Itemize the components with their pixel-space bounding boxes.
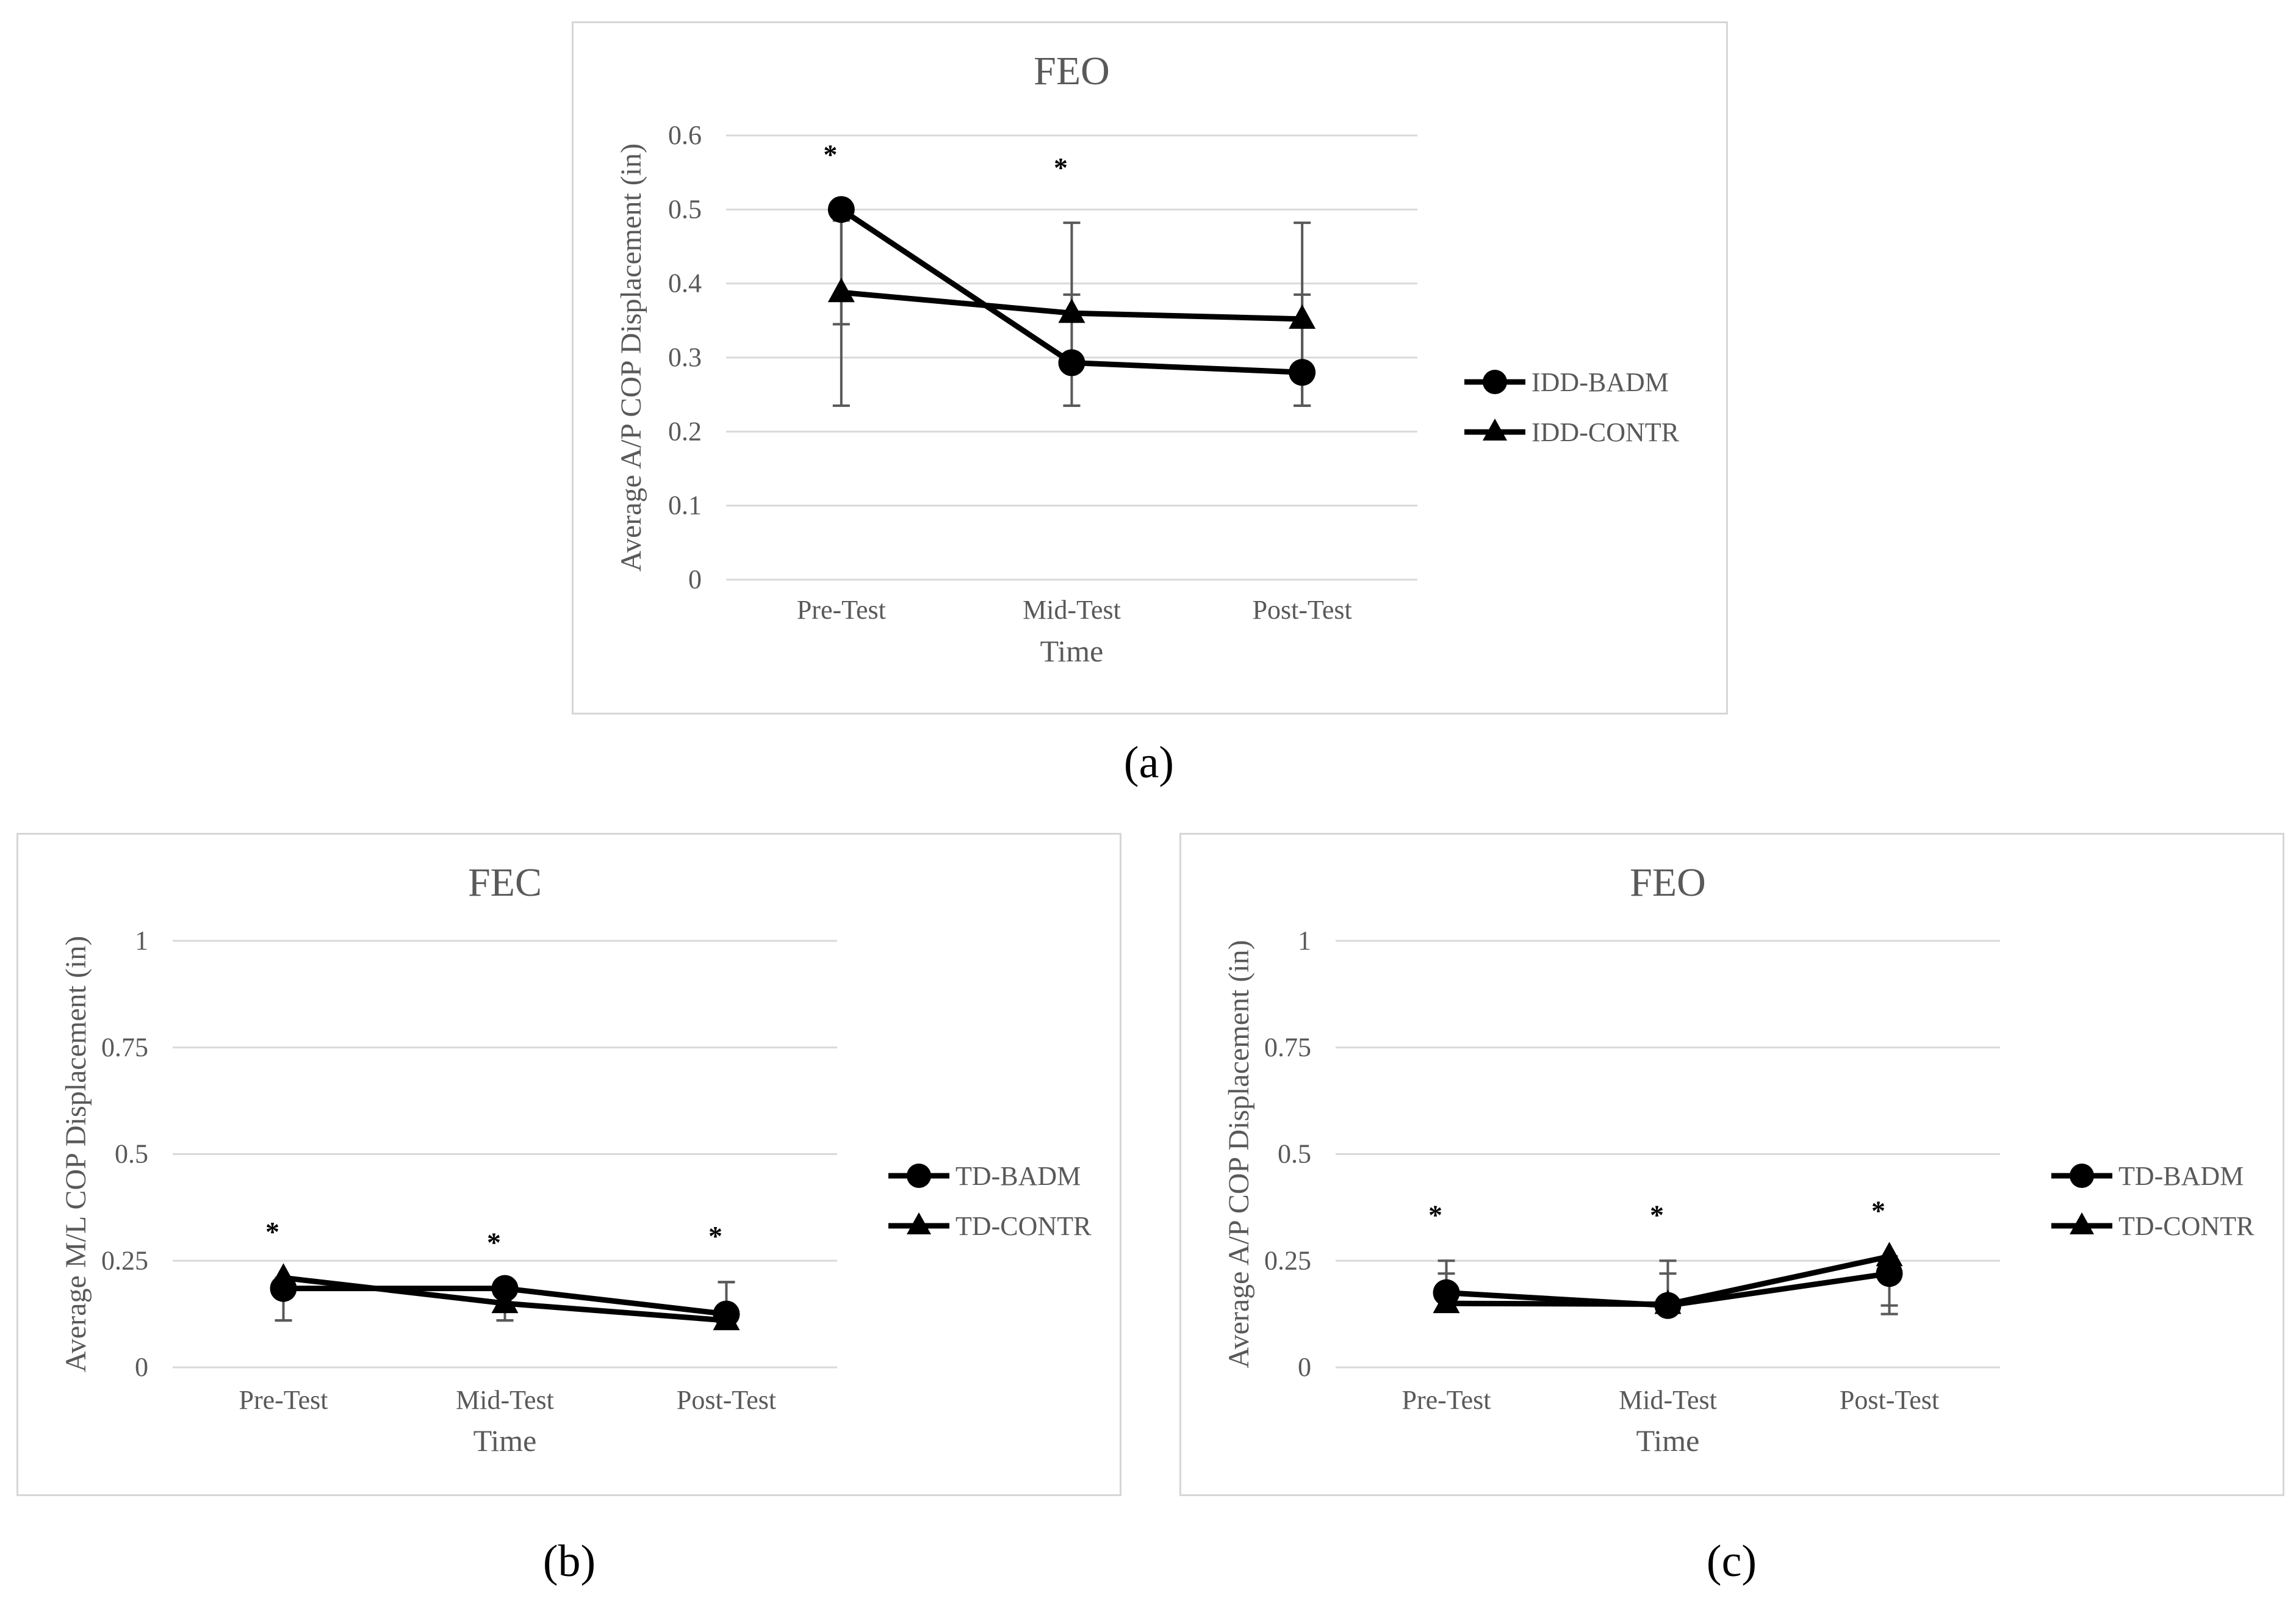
x-tick-label: Post-Test bbox=[1840, 1385, 1939, 1415]
significance-marker: * bbox=[1428, 1199, 1442, 1230]
y-tick-label: 0.75 bbox=[1264, 1032, 1311, 1062]
y-tick-label: 0 bbox=[135, 1352, 148, 1382]
y-tick-label: 0.3 bbox=[668, 342, 702, 372]
chart-panel-c: FEO 0 0.25 0.5 0.75 1 Pre-Test Mid-Test Post-Tes… bbox=[1179, 833, 2284, 1496]
data-point-triangle bbox=[713, 1306, 740, 1331]
y-tick-label: 1 bbox=[135, 926, 148, 956]
y-tick-label: 0.6 bbox=[668, 120, 702, 150]
y-tick-label: 1 bbox=[1298, 926, 1311, 956]
y-tick-label: 0.5 bbox=[115, 1139, 148, 1169]
legend-label: IDD-CONTR bbox=[1531, 417, 1680, 447]
data-point-triangle bbox=[1433, 1289, 1460, 1314]
chart-svg-c: FEO 0 0.25 0.5 0.75 1 Pre-Test Mid-Test Post-Tes… bbox=[1223, 860, 2255, 1458]
x-tick-label: Mid-Test bbox=[456, 1385, 554, 1415]
chart-title: FEO bbox=[1034, 49, 1110, 93]
x-axis-title: Time bbox=[1040, 634, 1104, 668]
y-axis-title: Average A/P COP Displacement (in) bbox=[615, 143, 647, 572]
data-point-triangle bbox=[1876, 1242, 1903, 1267]
data-point-circle bbox=[1058, 349, 1085, 376]
x-tick-label: Mid-Test bbox=[1023, 595, 1121, 625]
chart-panel-a: FEO 0 0.1 0.2 0.3 0.4 0.5 0.6 Pre-Test Mid-Test Po… bbox=[572, 21, 1728, 714]
legend-marker-triangle bbox=[1483, 419, 1507, 441]
x-tick-label: Pre-Test bbox=[1402, 1385, 1491, 1415]
chart-title: FEO bbox=[1630, 860, 1706, 905]
x-axis-title: Time bbox=[473, 1423, 537, 1458]
data-point-triangle bbox=[1654, 1289, 1682, 1314]
y-tick-label: 0.1 bbox=[668, 491, 702, 520]
significance-marker: * bbox=[1650, 1199, 1664, 1230]
y-tick-label: 0 bbox=[688, 564, 702, 594]
data-point-circle bbox=[1289, 359, 1316, 386]
data-point-triangle bbox=[1289, 304, 1316, 329]
x-tick-label: Pre-Test bbox=[239, 1385, 328, 1415]
significance-marker: * bbox=[487, 1227, 501, 1258]
y-tick-label: 0.25 bbox=[1264, 1245, 1311, 1275]
legend-label: TD-CONTR bbox=[955, 1211, 1092, 1241]
y-tick-label: 0.25 bbox=[101, 1245, 148, 1275]
significance-marker: * bbox=[1054, 152, 1068, 183]
y-axis-title: Average A/P COP Displacement (in) bbox=[1223, 940, 1255, 1368]
legend-marker-circle bbox=[907, 1164, 931, 1188]
legend-label: TD-BADM bbox=[2118, 1161, 2244, 1191]
legend-marker-circle bbox=[2070, 1164, 2094, 1188]
y-tick-label: 0.75 bbox=[101, 1032, 148, 1062]
legend-marker-triangle bbox=[2070, 1212, 2094, 1234]
significance-marker: * bbox=[708, 1220, 722, 1251]
panel-caption-c: (c) bbox=[1706, 1536, 1757, 1586]
significance-marker: * bbox=[265, 1216, 279, 1247]
significance-marker: * bbox=[1871, 1195, 1885, 1226]
chart-panel-b: FEC 0 0.25 0.5 0.75 1 Pre-Test Mid-Test Post-Tes… bbox=[16, 833, 1121, 1496]
legend-label: IDD-BADM bbox=[1531, 367, 1669, 397]
significance-marker: * bbox=[823, 139, 837, 170]
x-tick-label: Pre-Test bbox=[797, 595, 886, 625]
y-tick-label: 0.5 bbox=[1278, 1139, 1311, 1169]
chart-svg-b: FEC 0 0.25 0.5 0.75 1 Pre-Test Mid-Test Post-Tes… bbox=[60, 860, 1092, 1458]
x-tick-label: Mid-Test bbox=[1619, 1385, 1717, 1415]
legend-label: TD-BADM bbox=[955, 1161, 1081, 1191]
legend-marker-triangle bbox=[907, 1212, 931, 1234]
chart-svg-a: FEO 0 0.1 0.2 0.3 0.4 0.5 0.6 Pre-Test Mid-Test Po… bbox=[615, 49, 1680, 668]
y-tick-label: 0.5 bbox=[668, 194, 702, 224]
data-point-triangle bbox=[491, 1289, 519, 1314]
panel-caption-b: (b) bbox=[542, 1536, 596, 1586]
data-point-triangle bbox=[270, 1263, 297, 1288]
y-tick-label: 0 bbox=[1298, 1352, 1311, 1382]
legend-marker-circle bbox=[1483, 370, 1507, 394]
y-axis-title: Average M/L COP Displacement (in) bbox=[60, 936, 92, 1372]
x-tick-label: Post-Test bbox=[677, 1385, 776, 1415]
x-axis-title: Time bbox=[1636, 1423, 1700, 1458]
chart-title: FEC bbox=[468, 860, 542, 905]
x-tick-label: Post-Test bbox=[1253, 595, 1352, 625]
data-point-triangle bbox=[1058, 298, 1085, 323]
y-tick-label: 0.2 bbox=[668, 416, 702, 446]
data-point-circle bbox=[491, 1275, 519, 1302]
panel-caption-a: (a) bbox=[1123, 738, 1175, 788]
data-point-circle bbox=[827, 196, 855, 223]
legend-label: TD-CONTR bbox=[2118, 1211, 2255, 1241]
data-point-circle bbox=[1876, 1260, 1903, 1287]
y-tick-label: 0.4 bbox=[668, 268, 702, 298]
data-point-triangle bbox=[827, 278, 855, 303]
